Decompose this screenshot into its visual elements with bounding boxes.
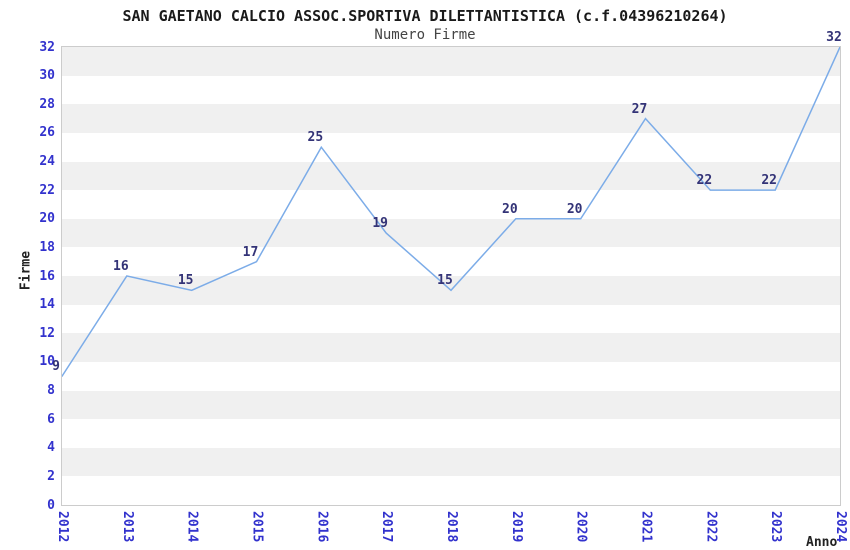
data-label: 22 (761, 173, 777, 189)
data-label: 16 (113, 259, 129, 274)
data-label: 15 (177, 273, 194, 289)
y-tick-label: 16 (39, 268, 55, 284)
y-tick-label: 0 (47, 497, 55, 513)
x-tick-label: 2021 (638, 511, 654, 543)
data-label: 25 (307, 130, 324, 146)
y-tick-label: 12 (39, 325, 55, 341)
y-tick-label: 22 (39, 182, 55, 198)
data-label: 20 (566, 201, 583, 217)
data-label: 20 (502, 201, 518, 217)
y-tick-label: 28 (39, 96, 55, 112)
x-tick-label: 2013 (119, 511, 135, 543)
data-label: 27 (631, 101, 648, 117)
grid-band (62, 104, 840, 133)
x-axis-title: Anno (806, 535, 838, 550)
chart-subtitle: Numero Firme (374, 27, 476, 43)
grid-band (62, 390, 840, 420)
x-tick-label: 2012 (55, 511, 70, 543)
x-tick-label: 2020 (573, 511, 589, 543)
y-tick-label: 32 (39, 39, 55, 55)
y-tick-label: 6 (47, 411, 55, 427)
data-label: 9 (52, 359, 60, 375)
grid-band (62, 447, 840, 477)
x-tick-label: 2015 (249, 511, 265, 543)
grid-band (62, 161, 840, 191)
y-tick-label: 30 (39, 68, 55, 84)
y-tick-label: 4 (47, 440, 55, 456)
data-label: 17 (242, 244, 259, 260)
data-label: 19 (372, 216, 388, 232)
x-tick-label: 2022 (703, 511, 719, 543)
y-tick-label: 26 (39, 125, 55, 141)
data-label: 22 (696, 173, 713, 189)
y-tick-label: 24 (39, 154, 55, 169)
x-tick-label: 2016 (314, 511, 330, 543)
series-svg (62, 47, 840, 377)
band-layer (62, 47, 840, 505)
line-series (62, 47, 840, 377)
y-tick-label: 8 (47, 383, 55, 398)
grid-band (62, 218, 840, 248)
plot-area (61, 46, 841, 506)
chart-title: SAN GAETANO CALCIO ASSOC.SPORTIVA DILETT… (122, 7, 728, 25)
y-axis-title: Firme (18, 250, 34, 291)
y-tick-label: 10 (39, 354, 55, 370)
grid-band (62, 47, 840, 76)
y-tick-label: 20 (39, 211, 55, 227)
grid-band (62, 333, 840, 362)
x-tick-label: 2018 (444, 511, 459, 543)
y-tick-label: 2 (47, 468, 55, 484)
x-tick-label: 2023 (768, 511, 784, 543)
y-tick-label: 18 (39, 239, 55, 255)
x-tick-label: 2017 (379, 511, 395, 543)
x-tick-label: 2019 (508, 511, 524, 543)
x-tick-label: 2014 (184, 511, 200, 543)
x-tick-label: 2024 (833, 511, 848, 543)
y-tick-label: 14 (39, 297, 55, 313)
data-label: 32 (826, 30, 842, 45)
data-label: 15 (437, 273, 453, 289)
